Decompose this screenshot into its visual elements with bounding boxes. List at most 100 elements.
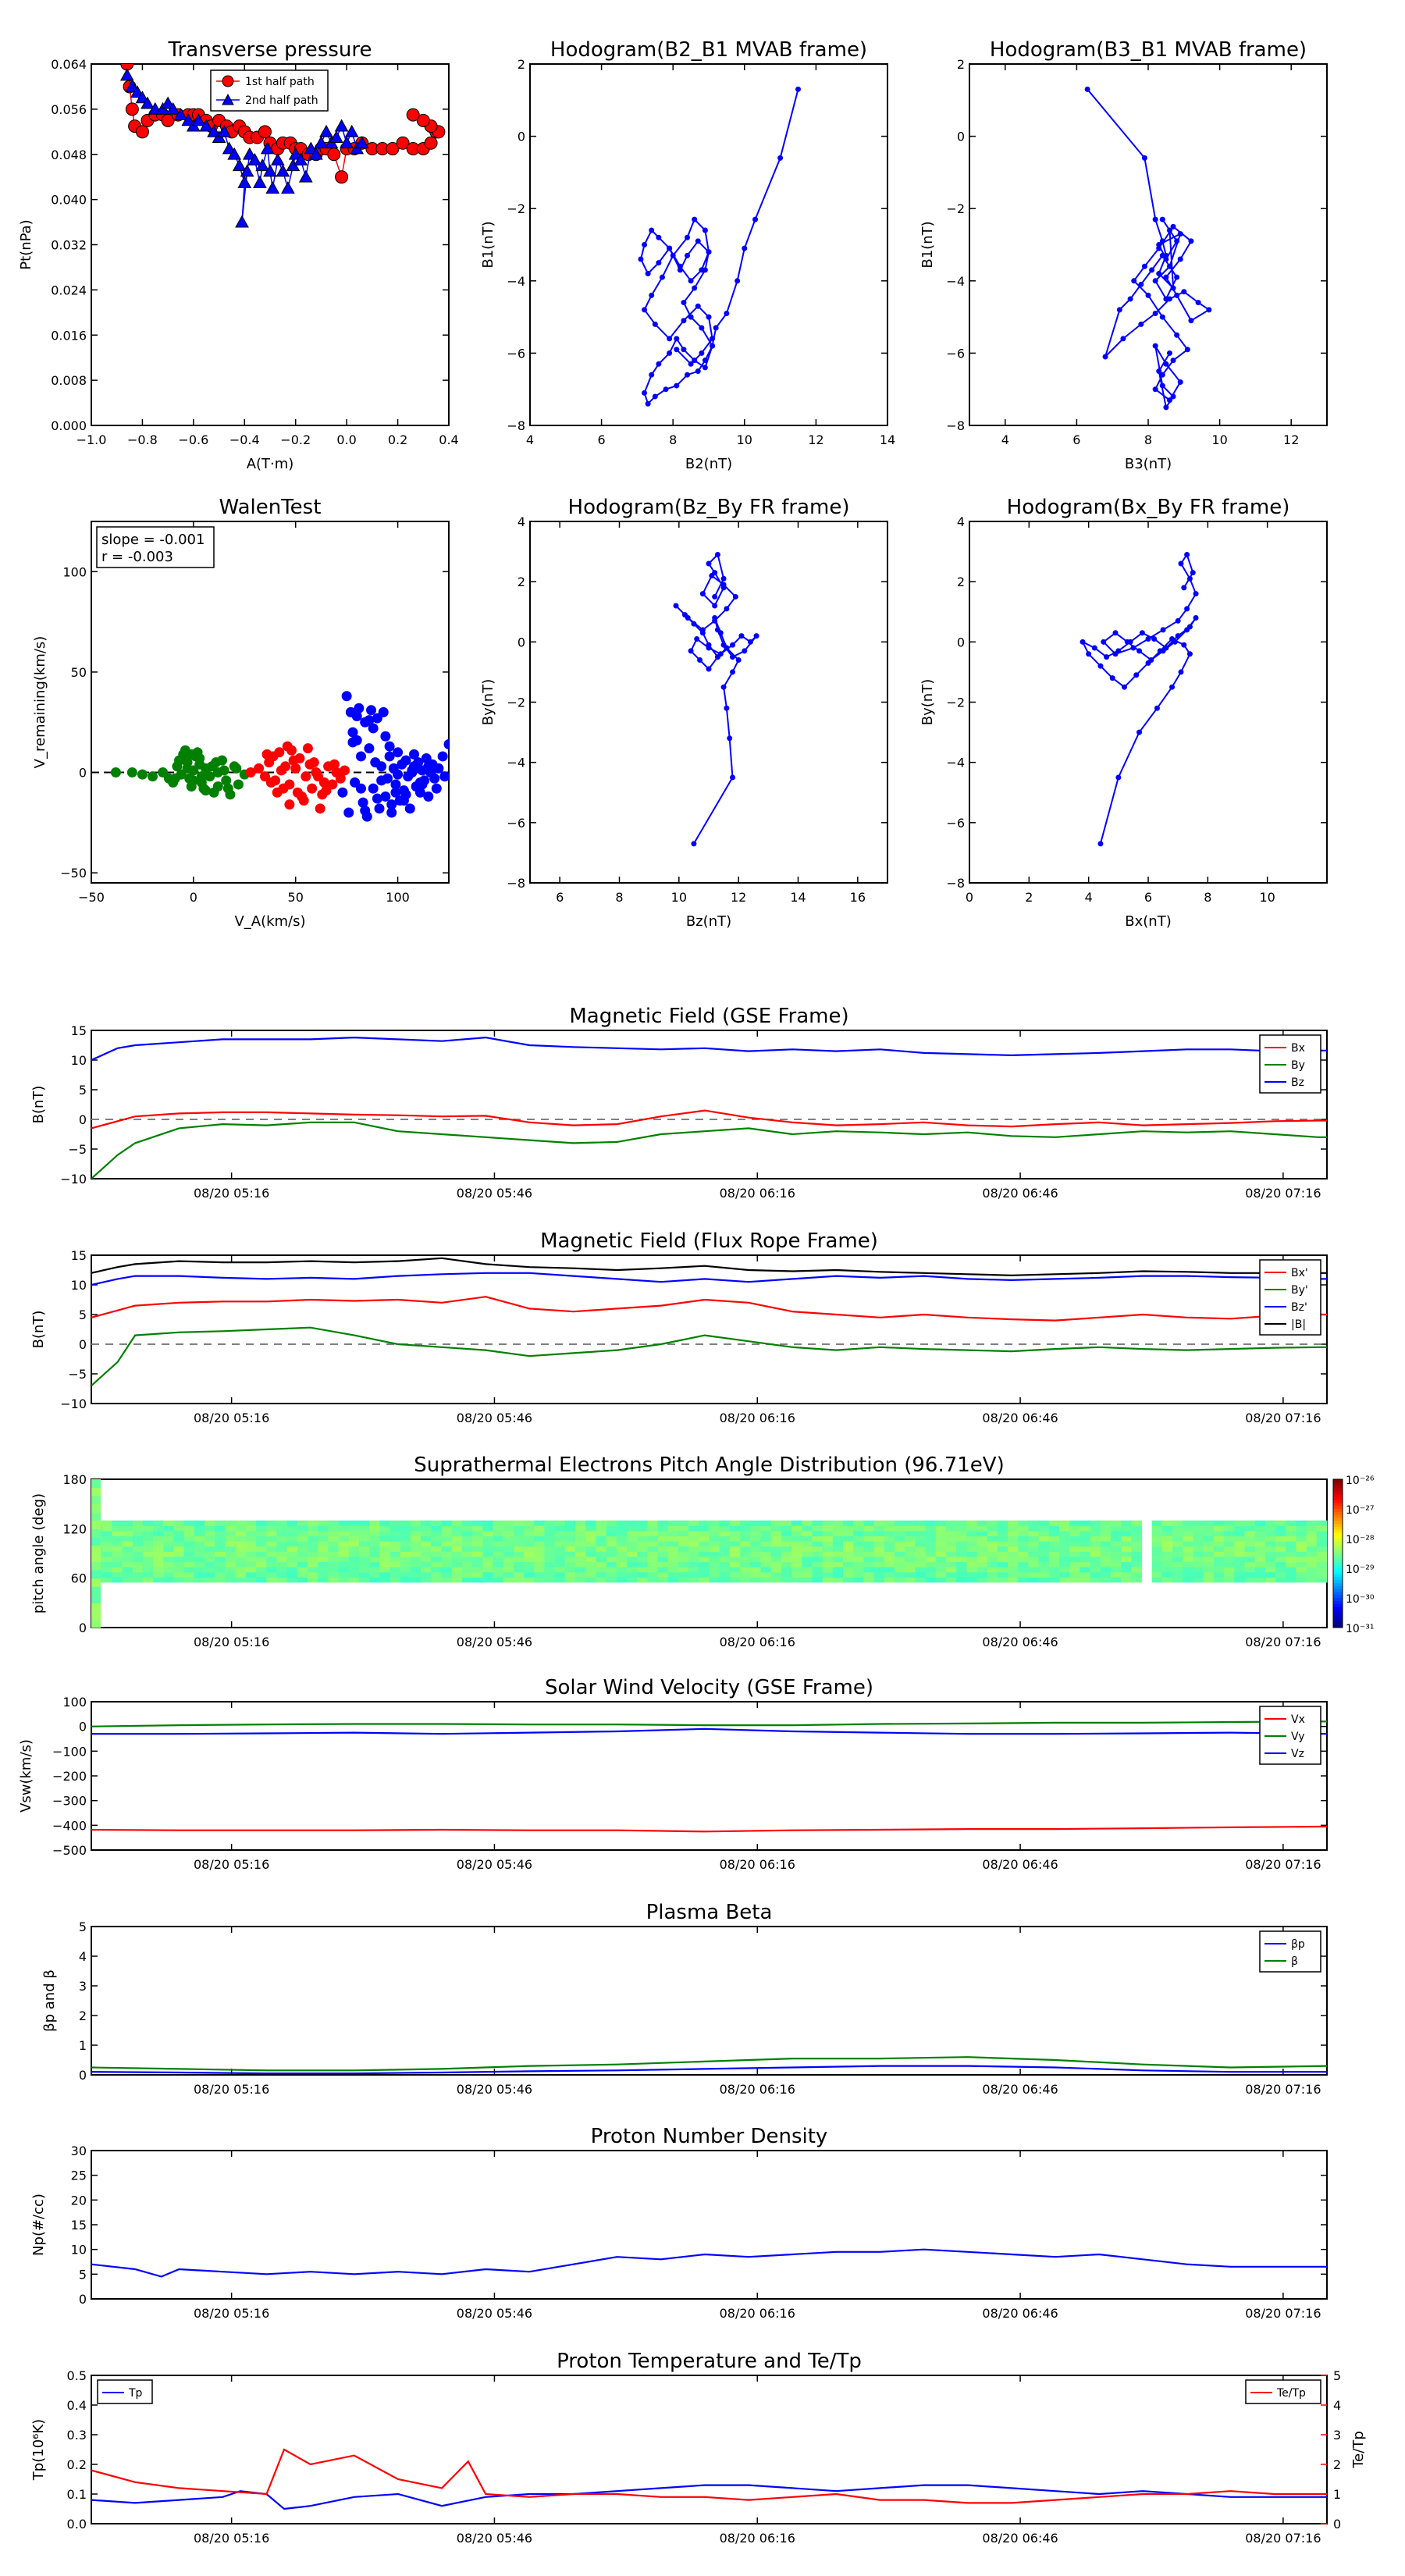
legend-label: β bbox=[1291, 1955, 1298, 1968]
heatmap-cell bbox=[688, 1577, 699, 1583]
heatmap-cell bbox=[1213, 1551, 1225, 1557]
heatmap-cell bbox=[945, 1535, 957, 1542]
heatmap-cell bbox=[925, 1541, 937, 1547]
heatmap-cell bbox=[585, 1557, 596, 1563]
data-point bbox=[1080, 639, 1086, 645]
data-point bbox=[119, 68, 134, 81]
heatmap-cell bbox=[400, 1525, 411, 1532]
x-tick-label: 08/20 06:46 bbox=[982, 1186, 1058, 1201]
data-point bbox=[1149, 267, 1155, 273]
heatmap-cell bbox=[1203, 1531, 1215, 1537]
y-tick-label: 4 bbox=[957, 514, 965, 529]
heatmap-cell bbox=[935, 1551, 947, 1557]
data-point bbox=[317, 789, 328, 800]
heatmap-cell bbox=[627, 1520, 638, 1526]
heatmap-cell bbox=[657, 1567, 669, 1573]
data-point bbox=[1091, 645, 1097, 651]
data-point bbox=[1166, 397, 1172, 404]
heatmap-cell bbox=[750, 1535, 761, 1542]
heatmap-cell bbox=[122, 1557, 133, 1563]
heatmap-cell bbox=[266, 1561, 277, 1567]
legend-label: βp bbox=[1291, 1938, 1305, 1951]
heatmap-cell bbox=[318, 1561, 329, 1567]
heatmap-cell bbox=[1008, 1557, 1019, 1563]
heatmap-cell bbox=[760, 1525, 772, 1532]
heatmap-cell bbox=[503, 1535, 514, 1542]
heatmap-cell bbox=[153, 1567, 164, 1573]
heatmap-cell bbox=[719, 1525, 731, 1532]
heatmap-cell bbox=[791, 1531, 802, 1537]
heatmap-cell bbox=[235, 1525, 247, 1532]
y-tick-label: −4 bbox=[507, 756, 525, 770]
heatmap-cell bbox=[235, 1520, 247, 1526]
heatmap-cell bbox=[173, 1571, 185, 1578]
heatmap-cell bbox=[596, 1567, 607, 1573]
data-point bbox=[1177, 256, 1183, 262]
heatmap-cell bbox=[863, 1571, 875, 1578]
data-point bbox=[1160, 648, 1166, 654]
heatmap-cell bbox=[802, 1520, 813, 1526]
heatmap-cell bbox=[966, 1535, 977, 1542]
data-point bbox=[334, 119, 349, 132]
heatmap-cell bbox=[1183, 1551, 1193, 1557]
heatmap-cell bbox=[91, 1536, 101, 1546]
heatmap-cell bbox=[915, 1541, 926, 1547]
heatmap-cell bbox=[122, 1531, 133, 1537]
colorbar-segment bbox=[1333, 1583, 1343, 1587]
heatmap-cell bbox=[534, 1535, 545, 1542]
data-point bbox=[702, 365, 708, 371]
heatmap-cell bbox=[884, 1546, 895, 1552]
heatmap-cell bbox=[379, 1557, 391, 1563]
legend-label: 2nd half path bbox=[245, 94, 318, 107]
heatmap-cell bbox=[1193, 1541, 1204, 1547]
heatmap-cell bbox=[91, 1603, 101, 1612]
heatmap-cell bbox=[1224, 1551, 1235, 1557]
magnetic-field-fr-title: Magnetic Field (Flux Rope Frame) bbox=[540, 1229, 878, 1253]
heatmap-cell bbox=[1224, 1541, 1235, 1547]
data-point bbox=[188, 775, 199, 786]
data-point bbox=[288, 755, 299, 766]
heatmap-cell bbox=[235, 1535, 247, 1542]
data-point bbox=[699, 350, 705, 356]
data-point bbox=[1086, 651, 1092, 657]
heatmap-cell bbox=[472, 1567, 483, 1573]
data-point bbox=[738, 633, 745, 639]
heatmap-cell bbox=[400, 1561, 411, 1567]
heatmap-cell bbox=[935, 1561, 947, 1567]
heatmap-cell bbox=[945, 1561, 957, 1567]
heatmap-cell bbox=[1151, 1571, 1163, 1578]
heatmap-cell bbox=[1183, 1541, 1193, 1547]
magnetic-field-fr-frame bbox=[91, 1254, 1328, 1404]
heatmap-cell bbox=[606, 1577, 617, 1583]
heatmap-cell bbox=[1090, 1571, 1101, 1578]
heatmap-cell bbox=[750, 1541, 761, 1547]
heatmap-cell bbox=[1306, 1561, 1318, 1567]
heatmap-cell bbox=[945, 1577, 957, 1583]
heatmap-cell bbox=[895, 1535, 905, 1542]
heatmap-cell bbox=[1254, 1535, 1266, 1542]
heatmap-cell bbox=[1048, 1567, 1060, 1573]
heatmap-cell bbox=[843, 1571, 854, 1578]
heatmap-cell bbox=[348, 1571, 360, 1578]
heatmap-cell bbox=[966, 1557, 977, 1563]
heatmap-cell bbox=[1131, 1535, 1143, 1542]
heatmap-cell bbox=[802, 1525, 813, 1532]
heatmap-cell bbox=[379, 1535, 391, 1542]
data-point bbox=[308, 757, 319, 768]
heatmap-cell bbox=[832, 1525, 844, 1532]
heatmap-cell bbox=[431, 1561, 442, 1567]
heatmap-cell bbox=[534, 1541, 545, 1547]
heatmap-cell bbox=[441, 1541, 453, 1547]
colorbar bbox=[1332, 1478, 1343, 1628]
hodogram-bz-by-title: Hodogram(Bz_By FR frame) bbox=[568, 496, 850, 519]
heatmap-cell bbox=[822, 1520, 834, 1526]
data-point bbox=[1163, 256, 1169, 262]
heatmap-cell bbox=[472, 1520, 483, 1526]
heatmap-cell bbox=[215, 1525, 226, 1532]
heatmap-cell bbox=[451, 1567, 463, 1573]
heatmap-cell bbox=[873, 1557, 885, 1563]
hodogram-bx-by-plot-area bbox=[1080, 551, 1199, 847]
heatmap-cell bbox=[976, 1541, 988, 1547]
heatmap-cell bbox=[1203, 1525, 1215, 1532]
heatmap-cell bbox=[524, 1557, 535, 1563]
